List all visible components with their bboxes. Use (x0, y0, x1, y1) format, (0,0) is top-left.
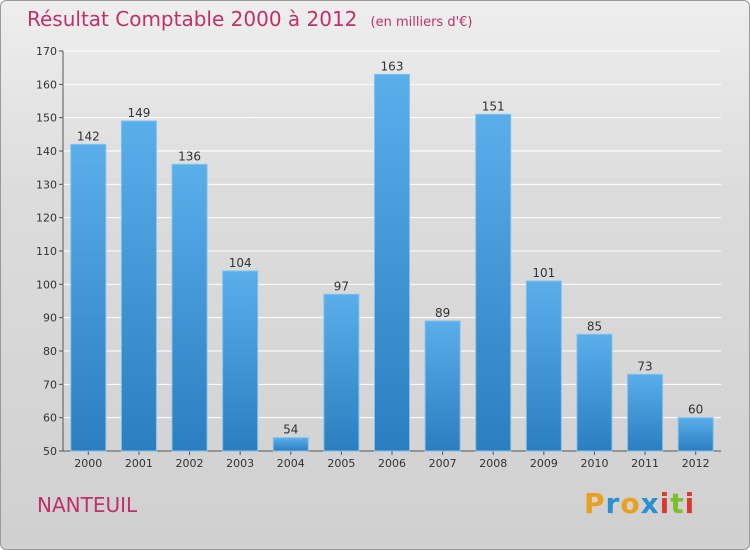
bar-value-label: 151 (482, 99, 505, 113)
bar-value-label: 97 (334, 279, 349, 293)
bar-value-label: 54 (283, 423, 298, 437)
y-tick-label: 140 (36, 145, 57, 158)
chart-title-main: Résultat Comptable 2000 à 2012 (27, 7, 358, 31)
bar-2001 (120, 120, 157, 452)
bar-2008 (475, 113, 512, 452)
bar-2005 (323, 293, 360, 452)
x-tick-label: 2007 (429, 457, 457, 470)
bar-2002 (171, 163, 208, 452)
logo-letter: o (620, 487, 641, 520)
x-tick-label: 2009 (530, 457, 558, 470)
bar-value-label: 136 (178, 149, 201, 163)
bar-value-label: 142 (77, 129, 100, 143)
x-tick-label: 2012 (682, 457, 710, 470)
bar-value-label: 85 (587, 319, 602, 333)
x-tick-label: 2000 (74, 457, 102, 470)
bar-2010 (576, 333, 613, 452)
proxiti-logo: Proxiti (584, 487, 695, 520)
bar-value-label: 73 (637, 359, 652, 373)
y-tick-label: 60 (43, 412, 57, 425)
x-tick-label: 2010 (580, 457, 608, 470)
bar-2003 (222, 270, 259, 452)
y-tick-label: 50 (43, 445, 57, 458)
y-tick-label: 160 (36, 78, 57, 91)
x-tick-label: 2001 (125, 457, 153, 470)
y-tick-label: 90 (43, 312, 57, 325)
logo-letter: x (640, 487, 660, 520)
logo-letter: P (584, 487, 606, 520)
bar-2000 (70, 143, 107, 452)
x-tick-label: 2003 (226, 457, 254, 470)
y-tick-label: 120 (36, 212, 57, 225)
x-tick-label: 2011 (631, 457, 659, 470)
logo-letter: r (605, 487, 621, 520)
y-tick-label: 130 (36, 178, 57, 191)
logo-letter: t (670, 487, 685, 520)
x-tick-label: 2006 (378, 457, 406, 470)
bar-2012 (677, 417, 714, 452)
y-tick-label: 110 (36, 245, 57, 258)
bar-2009 (525, 280, 562, 452)
bar-value-label: 149 (127, 106, 150, 120)
x-tick-label: 2004 (277, 457, 305, 470)
y-tick-label: 100 (36, 278, 57, 291)
chart-title: Résultat Comptable 2000 à 2012 (en milli… (27, 7, 472, 31)
bar-2011 (627, 373, 664, 452)
y-tick-label: 150 (36, 112, 57, 125)
logo-letter: i (684, 487, 696, 520)
bar-2006 (374, 73, 410, 452)
x-tick-label: 2005 (327, 457, 355, 470)
bar-value-label: 163 (381, 59, 404, 73)
commune-name: NANTEUIL (37, 493, 138, 517)
y-tick-label: 170 (36, 45, 57, 58)
bar-value-label: 101 (532, 266, 555, 280)
logo-letter: i (659, 487, 671, 520)
x-tick-label: 2002 (176, 457, 204, 470)
y-tick-label: 80 (43, 345, 57, 358)
chart-title-unit: (en milliers d'€) (370, 15, 473, 30)
bar-2007 (424, 320, 461, 452)
bar-value-label: 89 (435, 306, 450, 320)
x-tick-label: 2008 (479, 457, 507, 470)
bar-value-label: 60 (688, 403, 703, 417)
bar-value-label: 104 (229, 256, 252, 270)
bar-2004 (272, 437, 309, 452)
y-tick-label: 70 (43, 378, 57, 391)
